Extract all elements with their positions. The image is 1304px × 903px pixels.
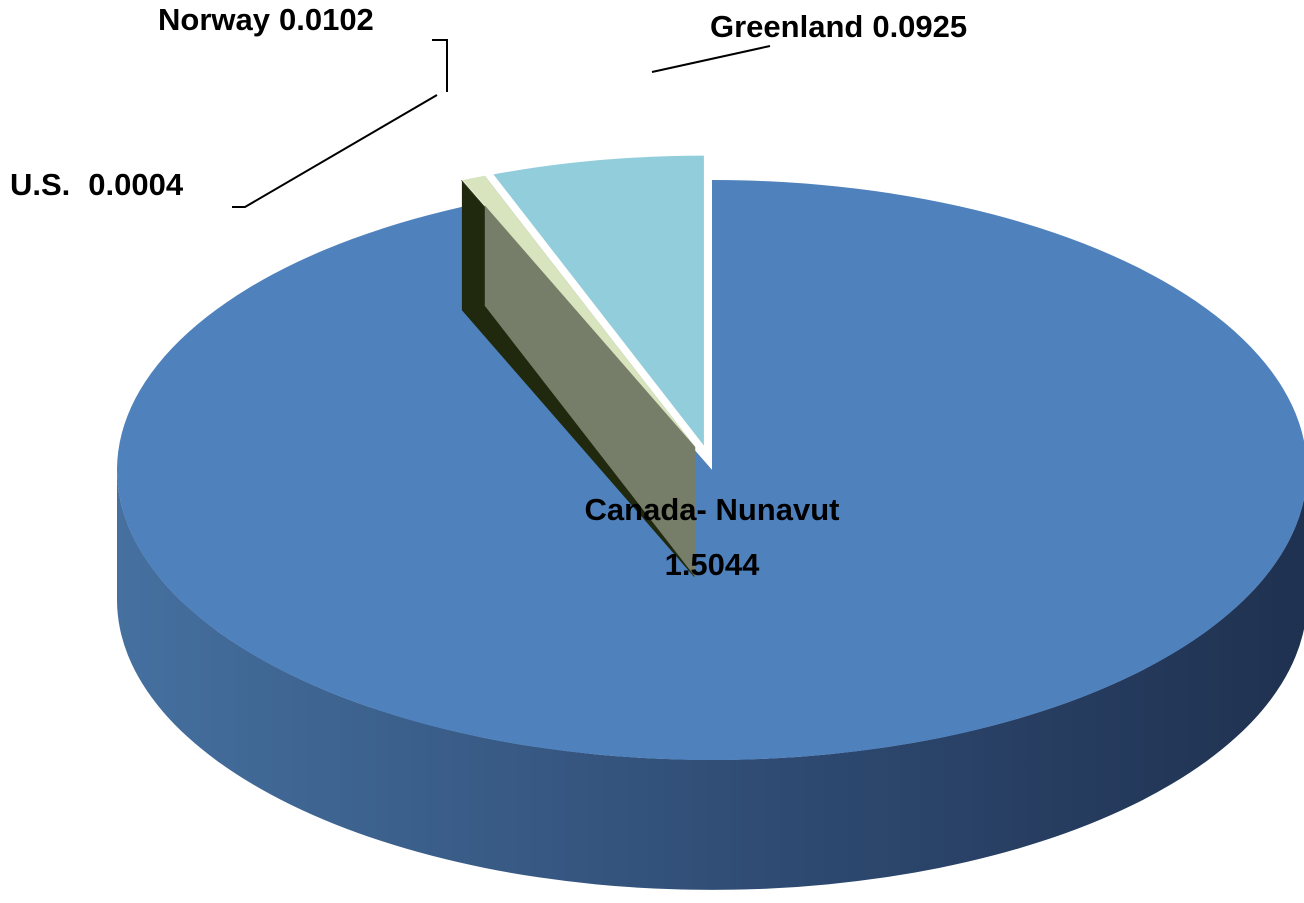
data-label-name: Canada- Nunavut [585, 492, 840, 527]
leader-line [651, 45, 771, 73]
slice-side [117, 470, 1304, 890]
pie-slice [493, 155, 704, 446]
pie-slice [117, 180, 1304, 760]
label-value: 0.0102 [279, 2, 374, 37]
label-name: U.S. [10, 167, 70, 202]
leader-line [232, 94, 438, 208]
data-label: Norway 0.0102 [158, 2, 374, 37]
slice-face [484, 175, 696, 578]
label-value: 0.0925 [872, 9, 967, 44]
data-label-value: 1.5044 [665, 547, 761, 582]
label-name: Norway [158, 2, 271, 37]
label-name: Greenland [710, 9, 863, 44]
pie-slice [462, 175, 696, 448]
data-label: Greenland 0.0925 [710, 9, 967, 44]
label-value: 0.0004 [88, 167, 184, 202]
leader-line [432, 39, 448, 92]
data-label: U.S. 0.0004 [10, 167, 184, 202]
